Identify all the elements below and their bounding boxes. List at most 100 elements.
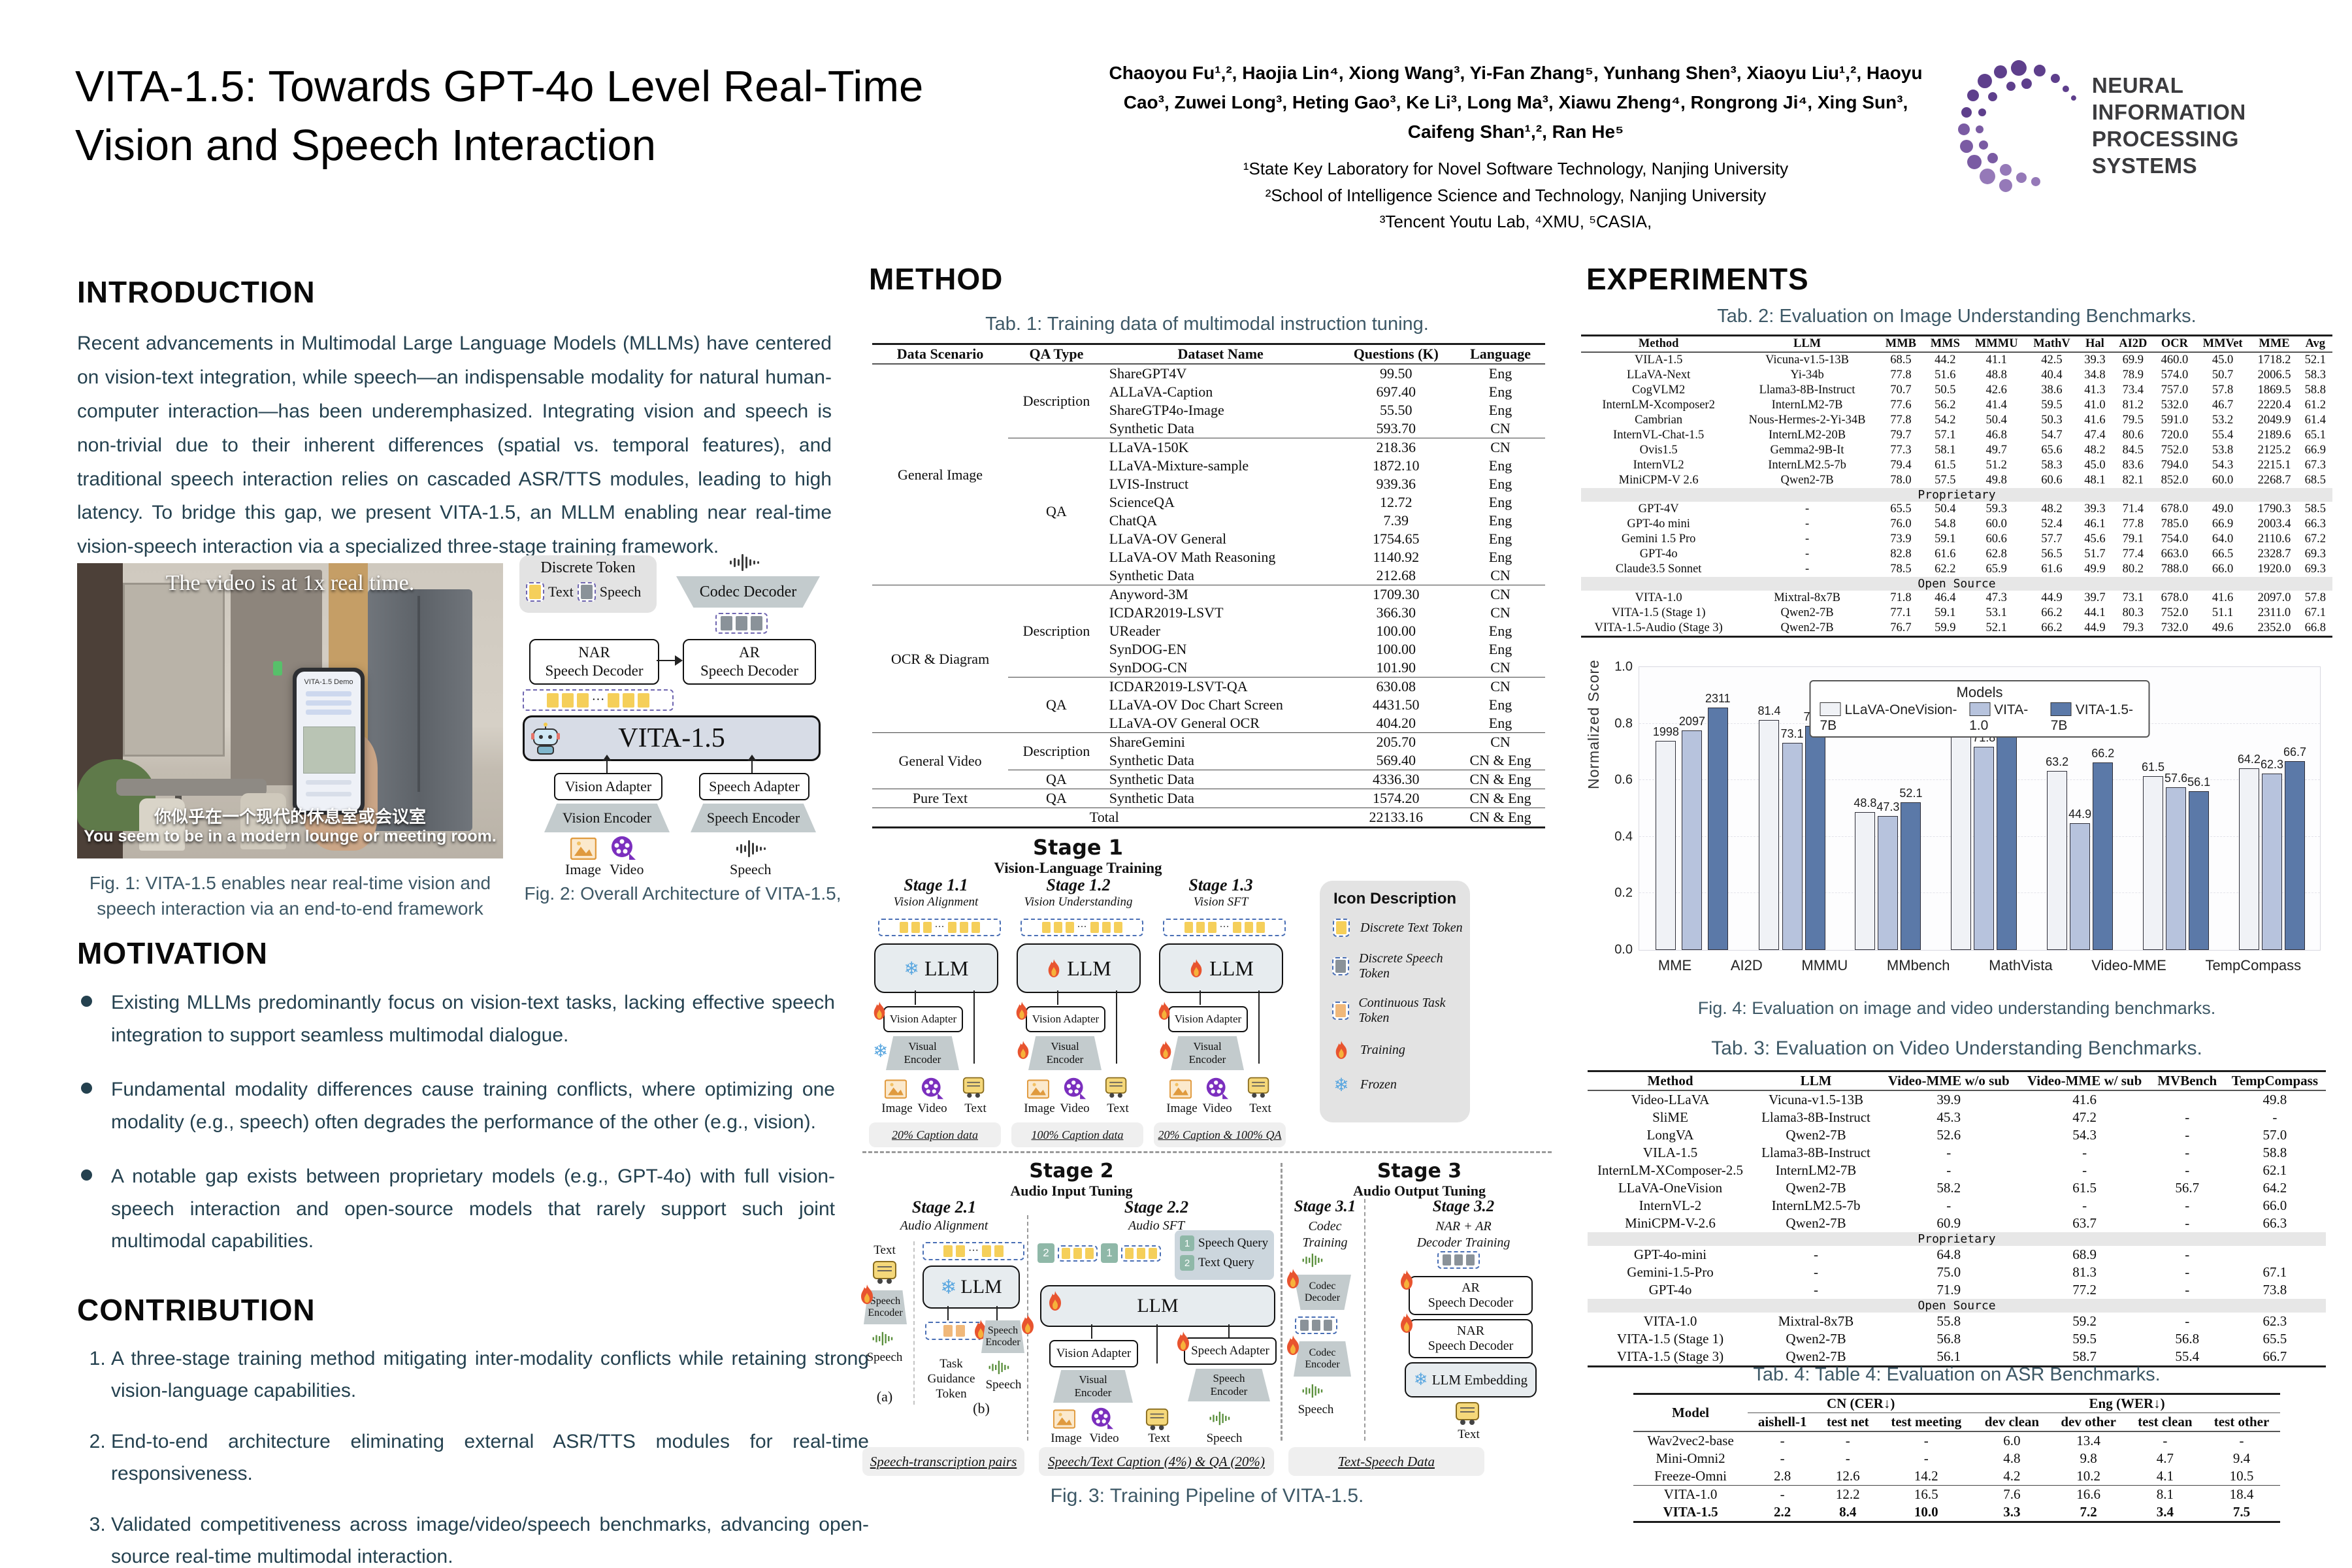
training-flame-icon [1284, 1335, 1301, 1359]
data-cell: 61.5 [2072, 1180, 2097, 1196]
stage31-subtitle: Codec Training [1302, 1219, 1348, 1250]
data-cell: 48.2 [2041, 502, 2063, 515]
data-cell: 66.3 [2304, 517, 2326, 531]
text-label: Text [1107, 1102, 1129, 1115]
questions-cell: 7.39 [1383, 512, 1409, 529]
data-cell: 61.2 [2304, 399, 2326, 412]
column-header: MMMU [1967, 335, 2026, 353]
data-cell: 56.1 [1936, 1348, 1961, 1364]
language-cell: Eng [1488, 384, 1512, 400]
bar-group: 48.8 47.3 52.1 [1854, 667, 1922, 950]
bar-value-label: 2097 [1678, 714, 1705, 728]
speech-token-icon [580, 585, 593, 599]
data-cell: 2006.5 [2257, 368, 2291, 382]
bar-value-label: 64.2 [2237, 753, 2261, 766]
phone-button[interactable] [306, 710, 351, 715]
data-cell: 460.0 [2161, 353, 2189, 367]
y-tick-label: 0.2 [1614, 885, 1633, 900]
data-cell: 55.4 [2175, 1348, 2200, 1364]
bar-group: 61.5 57.6 56.1 [2142, 667, 2210, 950]
table-row: Video-LLaVA Vicuna-v1.5-13B 39.9 41.6 49.8 [1588, 1090, 2326, 1109]
data-cell: 51.2 [1985, 459, 2007, 472]
motivation-list: Existing MLLMs predominantly focus on vi… [77, 987, 835, 1258]
text-token-row: ··· [923, 1242, 1024, 1260]
qatype-cell: QA [1008, 770, 1105, 789]
table-row: LVIS-Instruct 939.36 Eng [872, 475, 1545, 493]
tab1-training-data-table: Data Scenario QA Type Dataset Name Question… [872, 343, 1545, 828]
data-cell: 47.3 [1985, 591, 2007, 604]
logo-text-line2: PROCESSING SYSTEMS [2091, 127, 2239, 178]
legend-item: LLaVA-OneVision-7B [1820, 702, 1957, 733]
door-sign [273, 661, 282, 676]
data-cell: 70.7 [1890, 384, 1912, 397]
table-row: InternLM-Xcomposer2 InternLM2-7B 77.6 56.2 4… [1581, 398, 2332, 413]
questions-cell: 212.68 [1376, 567, 1416, 583]
training-flame-icon [1330, 1040, 1352, 1060]
bullet-dot-icon [81, 1083, 92, 1094]
vision-adapter-block: Vision Adapter [1026, 1006, 1105, 1032]
data-cell: 16.6 [2050, 1485, 2127, 1503]
data-cell: 8.4 [1839, 1504, 1857, 1520]
chip-1: 1 [1101, 1243, 1118, 1263]
bar-value-label: 57.6 [2164, 771, 2188, 785]
data-cell: 83.6 [2122, 459, 2144, 472]
data-cell: Qwen2-7B [1786, 1331, 1846, 1347]
scenario-cell: OCR & Diagram [872, 585, 1009, 733]
data-cell: 41.3 [2084, 384, 2106, 397]
table-row: QA Synthetic Data 4336.30 CN & Eng [872, 770, 1545, 789]
dataset-cell: Synthetic Data [1109, 567, 1194, 583]
data-cell: 48.2 [2084, 444, 2106, 457]
discrete-speech-token-icon [1330, 957, 1351, 975]
table-row: Ovis1.5 Gemma2-9B-It 77.3 58.1 49.7 65.6 48.2 8… [1581, 443, 2332, 458]
video-label: Video [917, 1102, 947, 1115]
chart-plot-area: 0.00.20.40.60.81.0 19982097231181.473.17… [1614, 660, 2321, 957]
data-cell: 52.1 [1985, 621, 2007, 634]
data-cell: Qwen2-7B [1786, 1180, 1846, 1196]
questions-cell: 1709.30 [1336, 585, 1456, 604]
legend-title: Discrete Token [540, 559, 636, 576]
data-cell: 61.5 [1935, 459, 1956, 472]
table-header-row: Data Scenario QA Type Dataset Name Question… [872, 344, 1545, 365]
image-label: Image [1051, 1431, 1082, 1445]
fig1-caption: Fig. 1: VITA-1.5 enables near real-time … [89, 873, 491, 919]
data-cell: 10.2 [2076, 1468, 2100, 1484]
data-cell: - [2239, 1433, 2244, 1448]
phone-button[interactable] [306, 700, 351, 706]
cn-group-header: CN (CER↓) [1748, 1394, 1974, 1413]
text-query-label: Text Query [1198, 1256, 1254, 1269]
data-cell: 77.8 [1890, 414, 1912, 427]
data-cell: GPT-4V [1638, 502, 1679, 515]
data-cell: - [1946, 1198, 1952, 1213]
data-cell: 61.6 [1935, 547, 1956, 561]
waveform-icon [736, 840, 766, 857]
bar-group: 63.2 44.9 66.2 [2046, 667, 2114, 950]
intro-heading: INTRODUCTION [77, 275, 316, 309]
waveform-icon [872, 1331, 893, 1346]
data-cell: 76.7 [1890, 621, 1912, 634]
data-cell: 57.7 [2041, 532, 2063, 546]
data-cell: 50.4 [1985, 414, 2007, 427]
video-icon [1206, 1077, 1229, 1100]
waveform-icon [988, 1360, 1009, 1375]
phone-button[interactable] [306, 691, 351, 696]
data-cell: Vicuna-v1.5-13B [1768, 1092, 1864, 1107]
data-cell: 2220.4 [2257, 399, 2291, 412]
data-cell: 61.4 [2304, 414, 2326, 427]
llm-block: LLM [1040, 1285, 1275, 1327]
query-legend: 1 Speech Query 2 Text Query [1175, 1230, 1274, 1280]
authors-block: Chaoyou Fu¹,², Haojia Lin⁴, Xiong Wang³,… [1071, 59, 1960, 235]
bar-value-label: 52.1 [1899, 787, 1923, 800]
speech-token-row [715, 613, 768, 634]
chart-legend: Models LLaVA-OneVision-7B VITA-1.0 VITA-1.… [1809, 680, 2150, 738]
data-cell: 79.3 [2122, 621, 2144, 634]
phone-screen: VITA-1.5 Demo [297, 672, 361, 811]
data-cell: 38.6 [2041, 384, 2063, 397]
task-guidance-label: Task Guidance Token [927, 1357, 975, 1401]
legend-title: Models [1956, 684, 2003, 700]
stage-subtitle: Vision Alignment [893, 895, 979, 909]
bullet-dot-icon [81, 996, 92, 1007]
neurips-swirl-icon [1957, 60, 2076, 192]
language-cell: Eng [1488, 531, 1512, 547]
data-cell: Wav2vec2-base [1647, 1433, 1734, 1448]
data-cell: 34.8 [2084, 368, 2106, 382]
